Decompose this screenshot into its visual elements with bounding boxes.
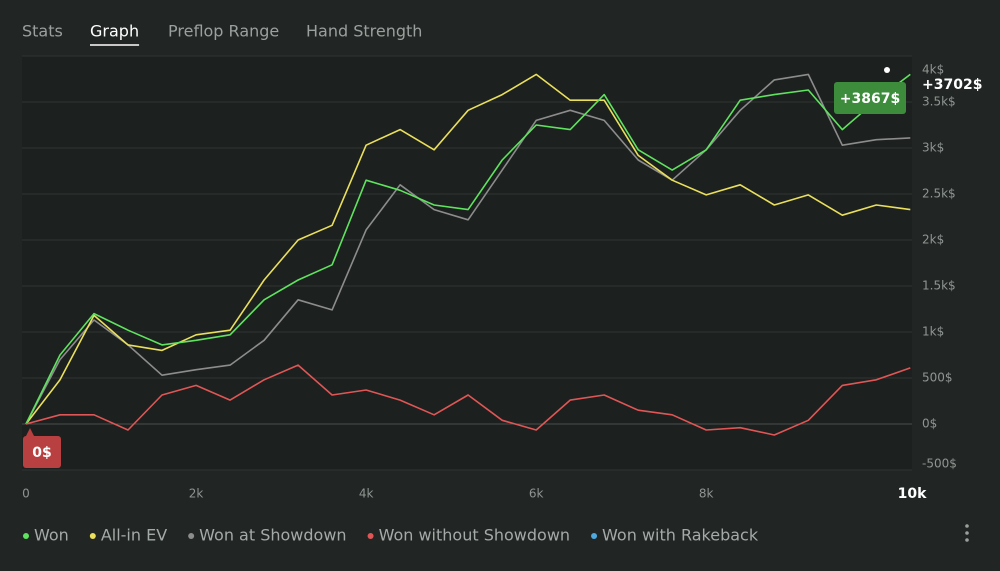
legend-label: Won at Showdown [199, 526, 346, 545]
tab[interactable]: Graph [90, 22, 139, 41]
won-badge [834, 82, 906, 114]
tab[interactable]: Preflop Range [168, 22, 279, 41]
legend-swatch [591, 533, 598, 539]
legend-item[interactable]: Won with Rakeback [591, 526, 759, 545]
y-tick-label: 3.5k$ [922, 95, 956, 109]
start-label: 0$ [32, 445, 51, 461]
legend-label: Won without Showdown [379, 526, 570, 545]
legend-item[interactable]: Won without Showdown [367, 526, 570, 545]
legend-swatch [188, 533, 195, 539]
series-line [25, 73, 911, 425]
x-tick-label: 2k [189, 487, 204, 501]
plot-area [22, 56, 912, 470]
x-tick-label: 8k [699, 487, 714, 501]
start-badge-pointer [26, 428, 34, 436]
won-end-label: +3867$ [840, 91, 900, 107]
legend-label: Won with Rakeback [602, 526, 759, 545]
legend-swatch [23, 533, 29, 539]
legend-item[interactable]: Won at Showdown [188, 526, 347, 545]
legend-item[interactable]: Won [23, 526, 69, 545]
menu-icon[interactable] [965, 524, 969, 542]
y-tick-label: 2.5k$ [922, 187, 956, 201]
legend-item[interactable]: All-in EV [89, 526, 167, 545]
tab[interactable]: Hand Strength [306, 22, 422, 41]
legend-label: Won [34, 526, 69, 545]
x-tick-label: 4k [359, 487, 374, 501]
y-tick-label: 3k$ [922, 141, 944, 155]
y-tick-label: -500$ [922, 457, 957, 471]
y-tick-label: 4k$ [922, 63, 944, 77]
legend-swatch [89, 533, 96, 539]
legend-swatch [367, 533, 374, 539]
y-tick-label: 0$ [922, 417, 937, 431]
end-marker [884, 67, 890, 73]
series-line [25, 73, 911, 425]
x-end-label: 10k [898, 486, 927, 502]
y-tick-label: 1.5k$ [922, 279, 956, 293]
y-tick-label: 1k$ [922, 325, 944, 339]
showdown-end-label: +3702$ [922, 77, 982, 93]
legend-label: All-in EV [101, 526, 167, 545]
y-tick-label: 500$ [922, 371, 953, 385]
series-line [25, 364, 911, 436]
x-tick-label: 6k [529, 487, 544, 501]
y-tick-label: 2k$ [922, 233, 944, 247]
series-line [25, 73, 911, 425]
start-badge [23, 436, 61, 468]
tab[interactable]: Stats [22, 22, 63, 41]
x-tick-label: 0 [22, 487, 30, 501]
